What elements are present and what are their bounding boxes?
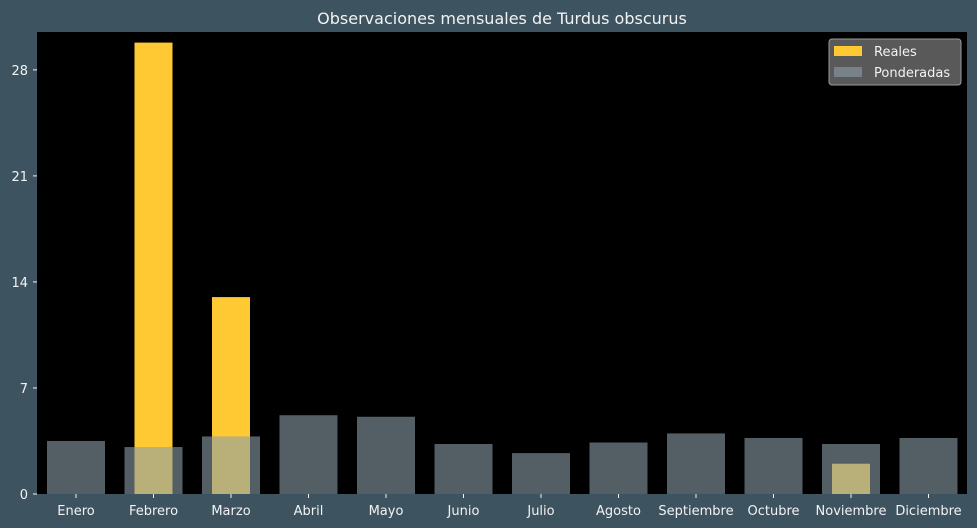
x-tick-label: Marzo (211, 504, 250, 519)
chart-title: Observaciones mensuales de Turdus obscur… (317, 9, 687, 28)
x-tick-label: Noviembre (816, 504, 887, 519)
bar-ponderadas-febrero (124, 447, 183, 494)
x-tick-label: Septiembre (658, 504, 733, 519)
legend-label-reales: Reales (874, 45, 917, 60)
bar-ponderadas-diciembre (899, 437, 958, 494)
bar-ponderadas-octubre (744, 437, 803, 494)
y-tick-label: 28 (11, 64, 28, 79)
y-tick-label: 21 (11, 170, 28, 185)
bar-ponderadas-abril (279, 415, 338, 494)
x-tick-label: Agosto (596, 504, 641, 519)
bar-ponderadas-julio (512, 453, 570, 494)
bar-ponderadas-enero (47, 440, 105, 494)
bars-group (47, 42, 958, 495)
x-axis: Enero Febrero Marzo Abril Mayo Junio Julio Agos… (57, 494, 962, 519)
bar-ponderadas-noviembre (822, 444, 880, 494)
bar-ponderadas-marzo (202, 436, 260, 494)
y-tick-label: 0 (20, 488, 28, 503)
x-tick-label: Febrero (129, 504, 178, 519)
bar-reales-febrero (134, 42, 173, 495)
bar-ponderadas-mayo (357, 416, 415, 494)
x-tick-label: Mayo (369, 504, 404, 519)
legend-swatch-reales (834, 46, 862, 56)
bar-ponderadas-agosto (589, 442, 648, 494)
bar-ponderadas-junio (434, 444, 493, 494)
y-tick-label: 7 (20, 382, 28, 397)
legend-swatch-ponderadas (834, 67, 862, 77)
x-tick-label: Enero (57, 504, 95, 519)
bar-ponderadas-septiembre (667, 433, 725, 494)
x-tick-label: Diciembre (895, 504, 961, 519)
legend-label-ponderadas: Ponderadas (874, 66, 950, 81)
legend: Reales Ponderadas (828, 38, 962, 86)
x-tick-label: Junio (447, 504, 480, 519)
x-tick-label: Julio (526, 504, 554, 519)
x-tick-label: Abril (294, 504, 324, 519)
plot-area (37, 32, 967, 494)
y-tick-label: 14 (11, 276, 28, 291)
y-axis: 0 7 14 21 28 (11, 64, 37, 503)
x-tick-label: Octubre (747, 504, 799, 519)
